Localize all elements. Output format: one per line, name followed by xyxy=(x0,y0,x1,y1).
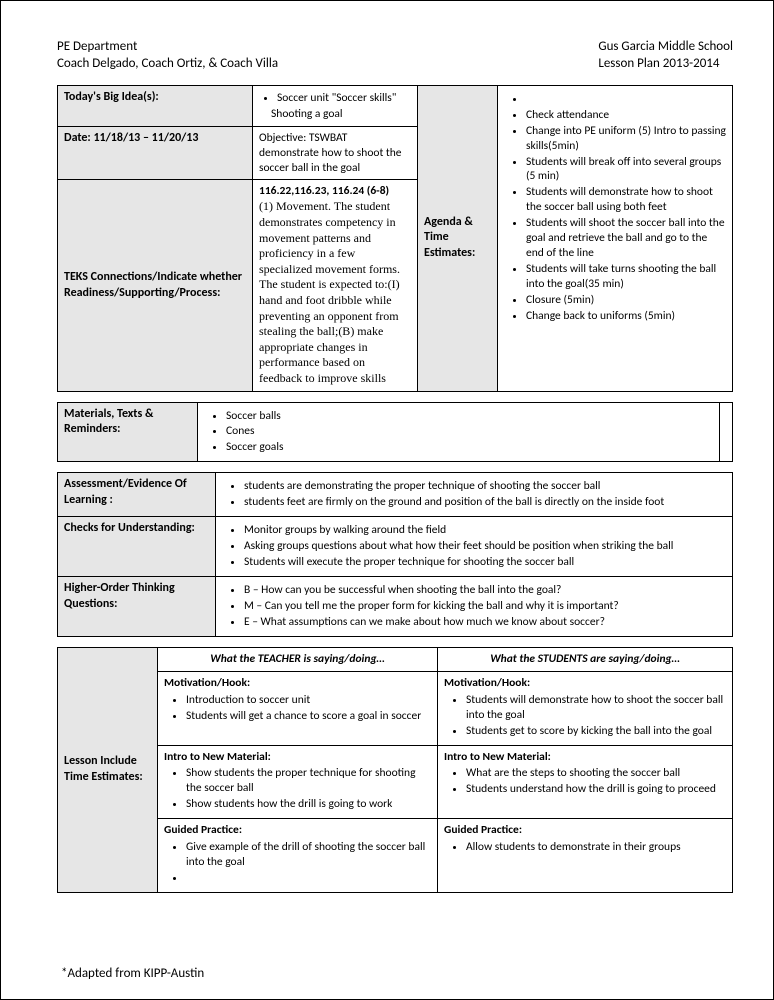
agenda-item: Students will demonstrate how to shoot t… xyxy=(526,185,726,215)
assessment-table: Assessment/Evidence Of Learning : studen… xyxy=(57,472,733,637)
footer-note: *Adapted from KIPP-Austin xyxy=(61,966,204,981)
overview-table: Today's Big Idea(s): Soccer unit "Soccer… xyxy=(57,85,733,392)
teacher-gp-item: Give example of the drill of shooting th… xyxy=(186,840,431,870)
checks-label: Checks for Understanding: xyxy=(58,517,216,577)
teacher-motivation: Motivation/Hook: Introduction to soccer … xyxy=(158,671,438,745)
checks-item: Students will execute the proper techniq… xyxy=(244,555,726,570)
hot-cell: B – How can you be successful when shoot… xyxy=(216,577,733,637)
gp-label: Guided Practice: xyxy=(444,823,726,838)
assessment-cell: students are demonstrating the proper te… xyxy=(216,473,733,517)
agenda-cell: Check attendance Change into PE uniform … xyxy=(498,85,733,391)
lesson-table: Lesson Include Time Estimates: What the … xyxy=(57,647,733,893)
agenda-item: Change back to uniforms (5min) xyxy=(526,309,726,324)
intro-label: Intro to New Material: xyxy=(444,750,726,765)
header-left: PE Department Coach Delgado, Coach Ortiz… xyxy=(57,39,278,73)
assessment-item: students are demonstrating the proper te… xyxy=(244,479,726,494)
teacher-mot-item: Students will get a chance to score a go… xyxy=(186,709,431,724)
big-idea-bullet: Soccer unit "Soccer skills" xyxy=(277,91,411,106)
big-idea-label: Today's Big Idea(s): xyxy=(58,85,253,126)
materials-item: Cones xyxy=(226,424,713,439)
date-label: Date: 11/18/13 – 11/20/13 xyxy=(58,126,253,180)
materials-cell: Soccer balls Cones Soccer goals xyxy=(198,402,720,462)
hot-item: B – How can you be successful when shoot… xyxy=(244,583,726,598)
checks-item: Asking groups questions about what how t… xyxy=(244,539,726,554)
teacher-mot-item: Introduction to soccer unit xyxy=(186,693,431,708)
teacher-intro: Intro to New Material: Show students the… xyxy=(158,745,438,819)
student-gp-item: Allow students to demonstrate in their g… xyxy=(466,840,726,855)
objective-body: demonstrate how to shoot the soccer ball… xyxy=(259,146,411,176)
teks-cell: 116.22,116.23, 116.24 (6-8) (1) Movement… xyxy=(253,180,418,391)
teks-body: (1) Movement. The student demonstrates c… xyxy=(259,199,411,386)
agenda-item xyxy=(526,92,726,107)
lesson-side-label: Lesson Include Time Estimates: xyxy=(58,647,158,892)
student-motivation: Motivation/Hook: Students will demonstra… xyxy=(438,671,733,745)
checks-item: Monitor groups by walking around the fie… xyxy=(244,523,726,538)
agenda-item: Students will take turns shooting the ba… xyxy=(526,262,726,292)
lesson-plan-page: PE Department Coach Delgado, Coach Ortiz… xyxy=(0,0,774,1000)
objective-cell: Objective: TSWBAT demonstrate how to sho… xyxy=(253,126,418,180)
teacher-gp-item xyxy=(186,871,431,886)
big-idea-cell: Soccer unit "Soccer skills" Shooting a g… xyxy=(253,85,418,126)
materials-table: Materials, Texts & Reminders: Soccer bal… xyxy=(57,402,733,463)
hot-label: Higher-Order Thinking Questions: xyxy=(58,577,216,637)
materials-spacer xyxy=(720,402,733,462)
student-intro-item: What are the steps to shooting the socce… xyxy=(466,766,726,781)
hot-item: M – Can you tell me the proper form for … xyxy=(244,599,726,614)
student-mot-item: Students will demonstrate how to shoot t… xyxy=(466,693,726,723)
agenda-item: Check attendance xyxy=(526,108,726,123)
agenda-item: Students will break off into several gro… xyxy=(526,155,726,185)
materials-label: Materials, Texts & Reminders: xyxy=(58,402,198,462)
intro-label: Intro to New Material: xyxy=(164,750,431,765)
agenda-item: Change into PE uniform (5) Intro to pass… xyxy=(526,124,726,154)
student-intro: Intro to New Material: What are the step… xyxy=(438,745,733,819)
materials-item: Soccer balls xyxy=(226,409,713,424)
teacher-intro-item: Show students the proper technique for s… xyxy=(186,766,431,796)
motivation-label: Motivation/Hook: xyxy=(164,676,431,691)
teacher-guided: Guided Practice: Give example of the dri… xyxy=(158,819,438,893)
student-mot-item: Students get to score by kicking the bal… xyxy=(466,724,726,739)
page-header: PE Department Coach Delgado, Coach Ortiz… xyxy=(57,39,733,73)
student-intro-item: Students understand how the drill is goi… xyxy=(466,782,726,797)
student-guided: Guided Practice: Allow students to demon… xyxy=(438,819,733,893)
checks-cell: Monitor groups by walking around the fie… xyxy=(216,517,733,577)
assessment-item: students feet are firmly on the ground a… xyxy=(244,495,726,510)
motivation-label: Motivation/Hook: xyxy=(444,676,726,691)
agenda-label: Agenda & Time Estimates: xyxy=(418,85,498,391)
school-line: Gus Garcia Middle School xyxy=(598,39,733,56)
big-idea-sub: Shooting a goal xyxy=(259,107,411,122)
agenda-item: Closure (5min) xyxy=(526,293,726,308)
student-header: What the STUDENTS are saying/doing… xyxy=(438,647,733,671)
teacher-intro-item: Show students how the drill is going to … xyxy=(186,797,431,812)
teks-codes: 116.22,116.23, 116.24 (6-8) xyxy=(259,184,411,199)
objective-hdr: Objective: TSWBAT xyxy=(259,131,347,146)
plan-line: Lesson Plan 2013-2014 xyxy=(598,56,733,73)
dept-line: PE Department xyxy=(57,39,278,56)
hot-item: E – What assumptions can we make about h… xyxy=(244,615,726,630)
teacher-header: What the TEACHER is saying/doing… xyxy=(158,647,438,671)
agenda-list: Check attendance Change into PE uniform … xyxy=(504,92,726,324)
materials-item: Soccer goals xyxy=(226,440,713,455)
header-right: Gus Garcia Middle School Lesson Plan 201… xyxy=(598,39,733,73)
assessment-label: Assessment/Evidence Of Learning : xyxy=(58,473,216,517)
coaches-line: Coach Delgado, Coach Ortiz, & Coach Vill… xyxy=(57,56,278,73)
gp-label: Guided Practice: xyxy=(164,823,431,838)
agenda-item: Students will shoot the soccer ball into… xyxy=(526,216,726,261)
teks-label: TEKS Connections/Indicate whether Readin… xyxy=(58,180,253,391)
